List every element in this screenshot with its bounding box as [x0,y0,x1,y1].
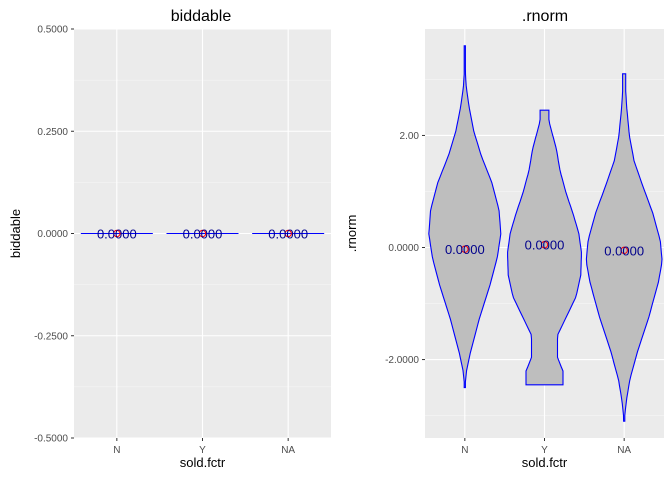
mean-label: 0.0000 [268,227,308,242]
mean-label: 0.0000 [525,238,565,253]
mean-marker [113,229,121,238]
y-tick-label: -2.0000 [385,355,419,366]
mean-label: 0.0000 [183,227,223,242]
y-axis-label: .rnorm [344,215,359,253]
x-tick-label: N [461,445,468,456]
violin-N [428,45,502,389]
chart-title: .rnorm [522,8,568,25]
mean-label: 0.0000 [604,243,644,258]
y-tick-label: -0.2500 [34,331,68,342]
chart-panel-1: 0.0000 0.0000 0.0000 -0.5000 -0.2500 0.0000 0.… [8,8,331,470]
x-tick-label: N [113,445,120,456]
mean-marker [540,241,549,249]
y-tick-label: 0.5000 [37,25,68,36]
x-tick-label: NA [281,445,295,456]
mean-marker [198,229,207,238]
x-tick-label: NA [617,445,631,456]
y-tick-label: 0.0000 [388,243,419,254]
mean-marker [620,246,628,255]
y-tick-label: 0.2500 [37,127,68,138]
chart-title: biddable [171,8,232,25]
x-axis-label: sold.fctr [522,455,568,470]
mean-marker [461,245,469,253]
mean-label: 0.0000 [97,227,137,242]
x-axis-label: sold.fctr [180,455,226,470]
y-axis-label: biddable [8,209,23,258]
x-tick-label: Y [199,445,206,456]
y-tick-label: -0.5000 [34,434,68,445]
chart-panel-2: 0.0000 0.0000 0.0000 -2.0000 0.0000 2.00 N Y NA.… [344,8,664,470]
x-tick-label: Y [541,445,548,456]
y-tick-label: 2.00 [400,131,420,142]
mean-marker [284,229,292,238]
mean-label: 0.0000 [445,242,485,257]
y-tick-label: 0.0000 [37,229,68,240]
